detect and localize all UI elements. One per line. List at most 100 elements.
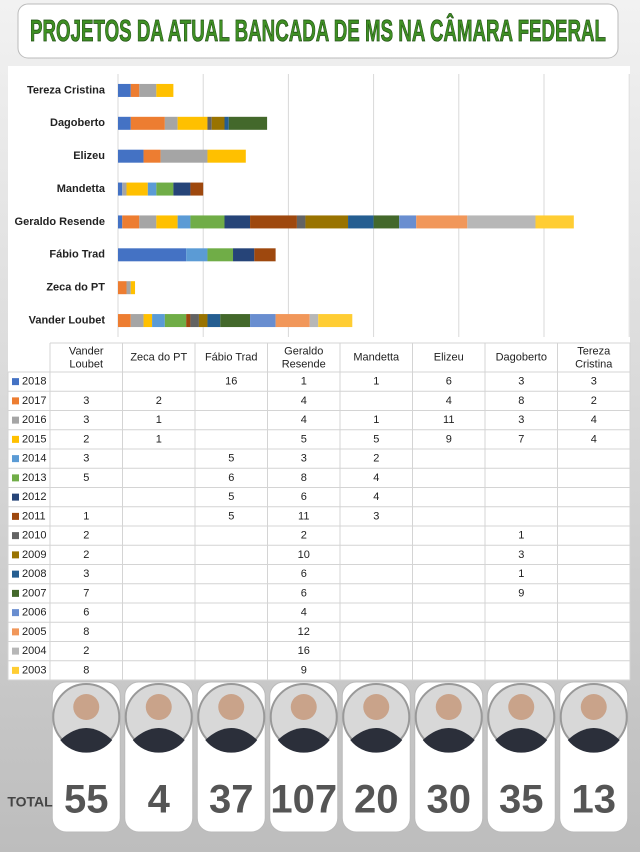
table-value: 3 — [591, 376, 597, 388]
table-value: 6 — [228, 472, 234, 484]
bar-segment — [122, 215, 140, 229]
legend-swatch — [12, 647, 19, 655]
bar-segment — [254, 248, 276, 262]
table-value: 6 — [301, 491, 307, 503]
table-value: 2 — [301, 530, 307, 542]
bar-segment — [118, 116, 131, 130]
table-value: 2 — [156, 395, 162, 407]
photo-body — [495, 728, 548, 753]
bar-segment — [130, 83, 140, 97]
bar-segment — [147, 182, 157, 196]
table-value: 3 — [83, 395, 89, 407]
table-value: 3 — [301, 453, 307, 465]
category-label: Geraldo Resende — [15, 216, 105, 228]
bar-segment — [118, 149, 144, 163]
category-label: Zeca do PT — [46, 282, 105, 294]
table-value: 1 — [373, 414, 379, 426]
legend-label: 2016 — [22, 414, 46, 426]
table-value: 6 — [301, 568, 307, 580]
table-value: 9 — [301, 664, 307, 676]
bar-segment — [130, 314, 144, 328]
bar-segment — [275, 314, 310, 328]
bar-segment — [535, 215, 574, 229]
table-value: 3 — [83, 414, 89, 426]
table-value: 5 — [228, 491, 234, 503]
photo-body — [350, 728, 403, 753]
table-value: 3 — [518, 376, 524, 388]
table-value: 4 — [591, 414, 597, 426]
table-value: 6 — [301, 587, 307, 599]
table-value: 3 — [518, 414, 524, 426]
table-value: 6 — [446, 376, 452, 388]
table-value: 16 — [225, 376, 237, 388]
total-value: 55 — [64, 778, 109, 822]
total-label: TOTAL — [7, 794, 53, 810]
legend-label: 2012 — [22, 491, 46, 503]
legend-swatch — [12, 589, 19, 597]
photo-body — [132, 728, 185, 753]
bar-segment — [164, 116, 178, 130]
legend-swatch — [12, 435, 19, 443]
bar-segment — [118, 248, 187, 262]
category-label: Tereza Cristina — [27, 84, 106, 96]
photos — [51, 681, 629, 833]
bar-segment — [348, 215, 374, 229]
bar-segment — [130, 281, 136, 295]
table-value: 9 — [518, 587, 524, 599]
bar-segment — [467, 215, 536, 229]
column-header: Zeca do PT — [130, 351, 187, 363]
bar-segment — [228, 116, 268, 130]
table-value: 1 — [518, 568, 524, 580]
category-label: Vander Loubet — [29, 314, 106, 326]
table-value: 3 — [83, 453, 89, 465]
bar-segment — [233, 248, 255, 262]
table-value: 5 — [83, 472, 89, 484]
bar-segment — [177, 215, 191, 229]
bar-segment — [139, 215, 157, 229]
bar-segment — [118, 215, 123, 229]
photo-body — [205, 728, 258, 753]
bar-segment — [207, 116, 212, 130]
table-value: 10 — [298, 549, 310, 561]
total-value: 37 — [209, 778, 254, 822]
bar-segment — [296, 215, 306, 229]
column-header: Mandetta — [353, 351, 400, 363]
legend-label: 2005 — [22, 626, 46, 638]
total-value: 30 — [427, 778, 472, 822]
legend-swatch — [12, 666, 19, 674]
total-value: 20 — [354, 778, 399, 822]
table-value: 5 — [228, 510, 234, 522]
table-value: 3 — [83, 568, 89, 580]
bar-segment — [164, 314, 187, 328]
total-value: 13 — [572, 778, 617, 822]
table-value: 8 — [83, 626, 89, 638]
legend-swatch — [12, 474, 19, 482]
table-value: 4 — [591, 433, 597, 445]
photo-body — [567, 728, 620, 753]
column-header: Vander Loubet — [69, 345, 104, 370]
column-header: Geraldo Resende — [282, 345, 326, 370]
category-label: Mandetta — [57, 183, 106, 195]
bar-segment — [305, 215, 349, 229]
photo-head — [218, 694, 245, 720]
photo-head — [435, 694, 462, 720]
legend-label: 2009 — [22, 549, 46, 561]
bar-segment — [207, 248, 234, 262]
bar-segment — [309, 314, 319, 328]
bar-segment — [118, 83, 131, 97]
table-value: 8 — [301, 472, 307, 484]
column-header: Tereza Cristina — [575, 345, 613, 370]
bar-segment — [156, 215, 178, 229]
legend-label: 2018 — [22, 376, 46, 388]
bar-segment — [130, 116, 165, 130]
bar-segment — [190, 314, 199, 328]
table-value: 5 — [228, 453, 234, 465]
legend-swatch — [12, 551, 19, 559]
legend-swatch — [12, 628, 19, 636]
table-value: 3 — [518, 549, 524, 561]
bar-segment — [318, 314, 353, 328]
title-banner — [17, 3, 619, 59]
legend-swatch — [12, 416, 19, 424]
table-value: 2 — [373, 453, 379, 465]
column-header: Elizeu — [434, 351, 464, 363]
